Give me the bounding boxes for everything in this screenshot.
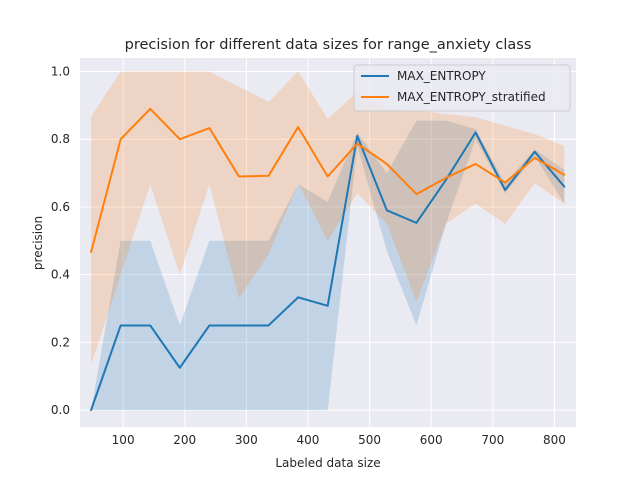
confidence-band-max-entropy-stratified — [91, 71, 565, 366]
legend-frame — [353, 64, 571, 112]
x-tick-label: 400 — [297, 433, 320, 447]
tick-labels: 100 200 300 400 500 600 700 800 0.0 0.2 0.4 0.6 0.8 1… — [51, 65, 566, 447]
grid-lines — [80, 58, 576, 427]
x-tick-label: 700 — [481, 433, 504, 447]
legend-label-max-entropy-stratified: MAX_ENTROPY_stratified — [397, 90, 546, 104]
x-tick-label: 600 — [420, 433, 443, 447]
y-tick-label: 1.0 — [51, 65, 70, 79]
y-tick-label: 0.0 — [51, 403, 70, 417]
x-axis-label: Labeled data size — [275, 456, 380, 470]
series-lines — [90, 107, 566, 412]
chart-title: precision for different data sizes for r… — [125, 37, 532, 53]
x-tick-label: 300 — [235, 433, 258, 447]
y-tick-label: 0.4 — [51, 268, 70, 282]
y-axis-label: precision — [31, 216, 45, 270]
x-tick-label: 800 — [543, 433, 566, 447]
series-line-max-entropy-stratified — [90, 107, 566, 253]
y-tick-label: 0.6 — [51, 200, 70, 214]
x-tick-label: 200 — [173, 433, 196, 447]
legend: MAX_ENTROPY MAX_ENTROPY_stratified — [353, 64, 571, 112]
confidence-bands — [91, 71, 565, 411]
confidence-band-max-entropy — [91, 120, 565, 411]
series-line-max-entropy — [90, 131, 566, 412]
y-tick-label: 0.8 — [51, 132, 70, 146]
plot-area — [80, 58, 576, 427]
x-tick-label: 500 — [358, 433, 381, 447]
legend-label-max-entropy: MAX_ENTROPY — [397, 69, 486, 83]
y-tick-label: 0.2 — [51, 335, 70, 349]
x-tick-label: 100 — [112, 433, 135, 447]
